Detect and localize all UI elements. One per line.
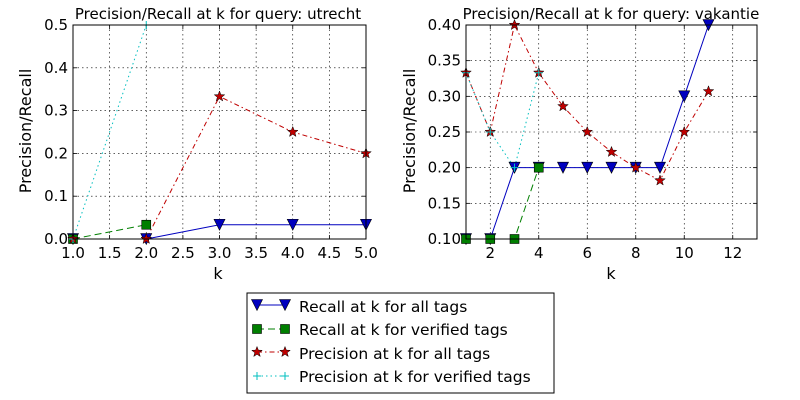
legend: Recall at k for all tags Recall at k for… xyxy=(246,292,555,394)
data-point xyxy=(654,174,666,186)
legend-marker xyxy=(279,345,291,358)
x-tick-label: 2.5 xyxy=(171,244,195,262)
series-line-recall-verified xyxy=(73,224,147,239)
y-tick-label: 0.25 xyxy=(428,123,461,141)
y-tick-label: 0.3 xyxy=(44,102,68,120)
x-tick-label: 4.0 xyxy=(281,244,305,262)
legend-label: Recall at k for verified tags xyxy=(299,321,508,339)
data-point xyxy=(581,125,594,138)
chart-vakantie: Precision/Recall at k for query: vakanti… xyxy=(400,5,759,283)
plot-frame xyxy=(465,24,758,240)
y-tick-label: 0.35 xyxy=(428,52,461,70)
x-tick-label: 2 xyxy=(485,244,495,262)
x-axis-label: k xyxy=(213,264,223,283)
series-line-precision-all xyxy=(73,95,366,239)
x-tick-label: 12 xyxy=(723,244,742,262)
data-point xyxy=(533,162,544,173)
y-tick-label: 0.15 xyxy=(428,194,461,212)
data-point xyxy=(286,125,299,138)
plot-frame xyxy=(72,24,367,240)
data-point xyxy=(141,219,152,230)
legend-frame xyxy=(246,292,555,394)
data-point xyxy=(508,18,521,31)
legend-marker xyxy=(279,299,291,312)
y-tick-label: 0.4 xyxy=(44,59,68,77)
legend-marker xyxy=(251,345,263,358)
data-point xyxy=(605,145,618,158)
data-point xyxy=(213,90,226,102)
legend-marker xyxy=(281,372,289,380)
data-point xyxy=(678,90,691,103)
y-axis-label: Precision/Recall xyxy=(400,69,419,194)
x-tick-label: 6 xyxy=(582,244,592,262)
y-axis-label: Precision/Recall xyxy=(16,69,35,194)
x-tick-label: 8 xyxy=(631,244,641,262)
legend-label: Precision at k for verified tags xyxy=(299,368,531,386)
y-tick-label: 0.0 xyxy=(44,230,68,248)
legend-marker xyxy=(252,324,262,334)
data-point xyxy=(286,218,299,231)
legend-marker xyxy=(253,372,261,380)
x-tick-label: 3.0 xyxy=(208,244,232,262)
chart-utrecht: Precision/Recall at k for query: utrecht… xyxy=(16,5,378,283)
legend-label: Precision at k for all tags xyxy=(299,345,490,363)
data-point xyxy=(140,232,153,245)
y-tick-label: 0.30 xyxy=(428,87,461,105)
x-tick-label: 4 xyxy=(534,244,544,262)
data-point xyxy=(605,161,618,174)
legend-marker xyxy=(280,324,290,334)
y-tick-label: 0.1 xyxy=(44,187,68,205)
data-point xyxy=(534,68,543,77)
data-point xyxy=(557,161,569,174)
legend-marker xyxy=(251,299,263,312)
data-point xyxy=(581,161,594,174)
x-tick-label: 4.5 xyxy=(317,244,341,262)
data-point xyxy=(654,161,666,174)
data-point xyxy=(213,218,226,231)
x-axis-label: k xyxy=(606,264,616,283)
data-point xyxy=(486,128,495,136)
y-tick-label: 0.5 xyxy=(44,16,68,34)
data-point xyxy=(510,163,519,172)
y-tick-label: 0.40 xyxy=(428,16,461,34)
data-point xyxy=(678,125,691,138)
x-tick-label: 2.0 xyxy=(134,244,158,262)
legend-label: Recall at k for all tags xyxy=(299,298,467,316)
series-line-precision-verified xyxy=(73,25,147,239)
data-point xyxy=(702,85,715,97)
y-tick-label: 0.20 xyxy=(428,159,461,177)
data-point xyxy=(557,100,569,112)
x-tick-label: 10 xyxy=(675,244,694,262)
chart-title: Precision/Recall at k for query: vakanti… xyxy=(463,5,760,23)
x-tick-label: 1.0 xyxy=(61,244,85,262)
series-line-precision-verified xyxy=(466,72,540,169)
x-tick-label: 5.0 xyxy=(354,244,378,262)
data-point xyxy=(629,161,642,173)
chart-title: Precision/Recall at k for query: utrecht xyxy=(75,5,361,23)
y-tick-label: 0.2 xyxy=(44,144,68,162)
y-tick-label: 0.10 xyxy=(428,230,461,248)
x-tick-label: 3.5 xyxy=(244,244,268,262)
x-tick-label: 1.5 xyxy=(98,244,122,262)
